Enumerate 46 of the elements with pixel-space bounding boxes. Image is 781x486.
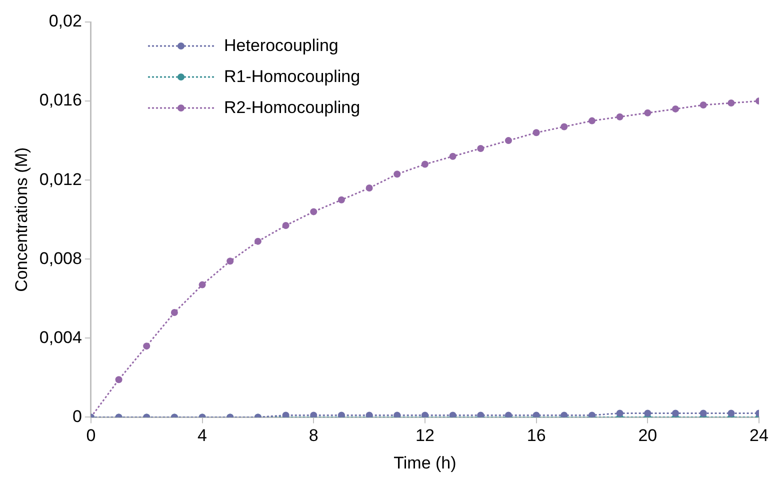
point: [143, 342, 150, 350]
legend-label: R2-Homocoupling: [224, 97, 360, 119]
y-tick-label: 0,02: [48, 12, 82, 31]
point: [700, 101, 707, 108]
point: [449, 152, 456, 160]
point: [728, 410, 735, 417]
point: [366, 184, 373, 192]
point: [282, 222, 290, 230]
point: [672, 105, 679, 112]
x-tick-label: 4: [198, 426, 208, 446]
y-axis-title: Concentrations (M): [12, 147, 31, 292]
point: [644, 109, 652, 116]
legend-label: R1-Homocoupling: [224, 66, 360, 88]
point: [700, 410, 707, 417]
point: [226, 258, 234, 265]
point: [477, 144, 484, 152]
point: [616, 410, 624, 417]
point: [728, 100, 735, 107]
point: [672, 410, 679, 417]
y-tick-label: 0,016: [39, 90, 82, 110]
legend-label: Heterocoupling: [224, 35, 338, 57]
point: [170, 308, 178, 316]
y-tick-label: 0,012: [39, 170, 82, 189]
point: [421, 160, 428, 168]
point: [310, 208, 318, 216]
x-tick-label: 24: [750, 426, 768, 446]
x-axis-title: Time (h): [394, 453, 456, 472]
point: [254, 238, 262, 245]
x-tick-label: 16: [526, 426, 546, 446]
point: [616, 113, 624, 120]
point: [338, 196, 345, 204]
point: [588, 117, 596, 124]
x-tick-label: 12: [416, 426, 434, 446]
x-tick-label: 0: [86, 426, 96, 446]
y-tick-label: 0,008: [39, 248, 82, 268]
point: [560, 123, 568, 130]
y-tick-label: 0: [72, 406, 82, 426]
y-tick-label: 0,004: [39, 328, 82, 347]
point: [115, 376, 122, 384]
x-tick-label: 20: [638, 426, 658, 446]
point: [394, 170, 401, 178]
point: [198, 281, 206, 288]
x-tick-label: 8: [308, 426, 318, 446]
point: [504, 137, 512, 144]
point: [644, 410, 652, 417]
point: [532, 129, 540, 136]
